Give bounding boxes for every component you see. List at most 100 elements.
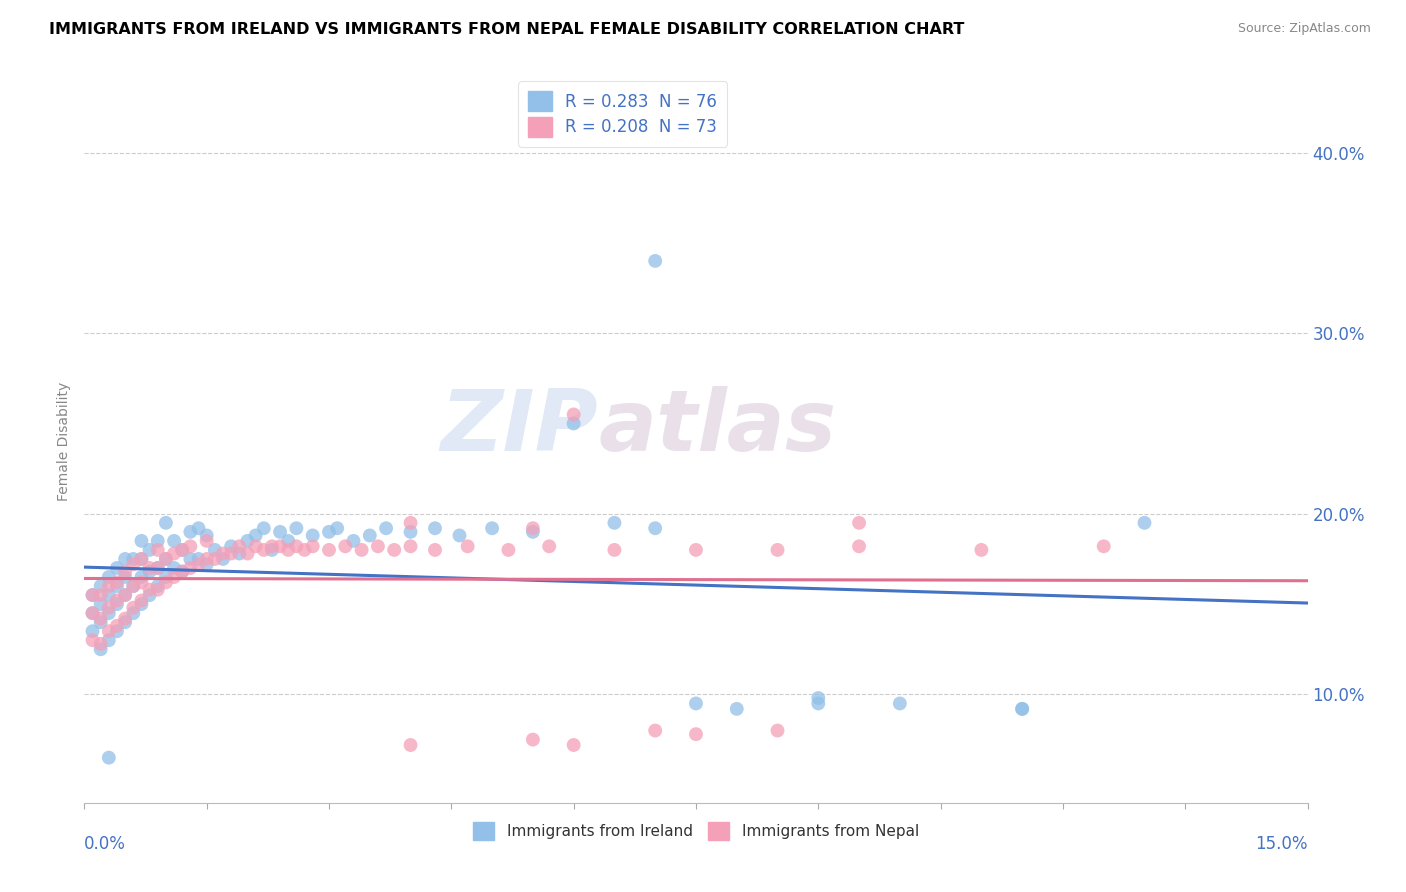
Point: [457, 539, 479, 553]
Point: [90, 637, 112, 651]
Point: [269, 539, 291, 553]
Point: [562, 408, 585, 422]
Point: [277, 533, 299, 548]
Point: [97, 750, 120, 764]
Legend: Immigrants from Ireland, Immigrants from Nepal: Immigrants from Ireland, Immigrants from…: [467, 816, 925, 846]
Point: [146, 533, 169, 548]
Point: [219, 539, 242, 553]
Point: [114, 565, 136, 579]
Point: [538, 539, 561, 553]
Point: [179, 552, 201, 566]
Point: [122, 606, 145, 620]
Point: [253, 521, 276, 535]
Point: [155, 575, 177, 590]
Point: [269, 524, 291, 539]
Point: [105, 579, 128, 593]
Point: [212, 552, 235, 566]
Point: [260, 539, 283, 553]
Point: [146, 561, 169, 575]
Point: [105, 624, 128, 639]
Point: [562, 738, 585, 752]
Point: [970, 542, 993, 557]
Point: [122, 600, 145, 615]
Point: [131, 533, 153, 548]
Point: [82, 633, 104, 648]
Text: ZIP: ZIP: [440, 385, 598, 468]
Point: [163, 561, 186, 575]
Point: [146, 542, 169, 557]
Point: [90, 597, 112, 611]
Point: [146, 582, 169, 597]
Point: [399, 524, 422, 539]
Point: [562, 417, 585, 431]
Point: [350, 542, 373, 557]
Point: [807, 697, 830, 711]
Point: [285, 521, 308, 535]
Point: [179, 561, 201, 575]
Point: [522, 521, 544, 535]
Point: [163, 570, 186, 584]
Point: [236, 547, 259, 561]
Point: [399, 539, 422, 553]
Point: [172, 565, 194, 579]
Point: [97, 588, 120, 602]
Point: [146, 561, 169, 575]
Point: [245, 528, 267, 542]
Point: [131, 597, 153, 611]
Point: [335, 539, 357, 553]
Point: [155, 570, 177, 584]
Point: [114, 552, 136, 566]
Point: [105, 561, 128, 575]
Point: [172, 542, 194, 557]
Point: [382, 542, 405, 557]
Point: [807, 691, 830, 706]
Point: [82, 606, 104, 620]
Point: [90, 642, 112, 657]
Point: [155, 552, 177, 566]
Point: [644, 723, 666, 738]
Point: [82, 588, 104, 602]
Point: [766, 723, 789, 738]
Point: [423, 542, 446, 557]
Point: [685, 727, 707, 741]
Point: [685, 542, 707, 557]
Point: [195, 533, 218, 548]
Text: 15.0%: 15.0%: [1256, 835, 1308, 854]
Point: [172, 542, 194, 557]
Point: [138, 588, 160, 602]
Point: [253, 542, 276, 557]
Point: [318, 524, 340, 539]
Point: [114, 588, 136, 602]
Point: [219, 547, 242, 561]
Point: [131, 552, 153, 566]
Point: [105, 575, 128, 590]
Point: [131, 552, 153, 566]
Point: [375, 521, 398, 535]
Point: [82, 624, 104, 639]
Point: [187, 552, 209, 566]
Point: [1011, 702, 1033, 716]
Point: [725, 702, 748, 716]
Point: [301, 539, 323, 553]
Point: [97, 624, 120, 639]
Point: [82, 606, 104, 620]
Point: [122, 579, 145, 593]
Point: [122, 558, 145, 572]
Point: [97, 570, 120, 584]
Point: [122, 579, 145, 593]
Point: [82, 588, 104, 602]
Point: [97, 606, 120, 620]
Point: [179, 524, 201, 539]
Point: [97, 633, 120, 648]
Point: [195, 552, 218, 566]
Text: IMMIGRANTS FROM IRELAND VS IMMIGRANTS FROM NEPAL FEMALE DISABILITY CORRELATION C: IMMIGRANTS FROM IRELAND VS IMMIGRANTS FR…: [49, 22, 965, 37]
Point: [498, 542, 520, 557]
Point: [138, 565, 160, 579]
Point: [644, 253, 666, 268]
Point: [260, 542, 283, 557]
Point: [603, 542, 626, 557]
Point: [326, 521, 349, 535]
Point: [114, 611, 136, 625]
Point: [212, 547, 235, 561]
Point: [97, 600, 120, 615]
